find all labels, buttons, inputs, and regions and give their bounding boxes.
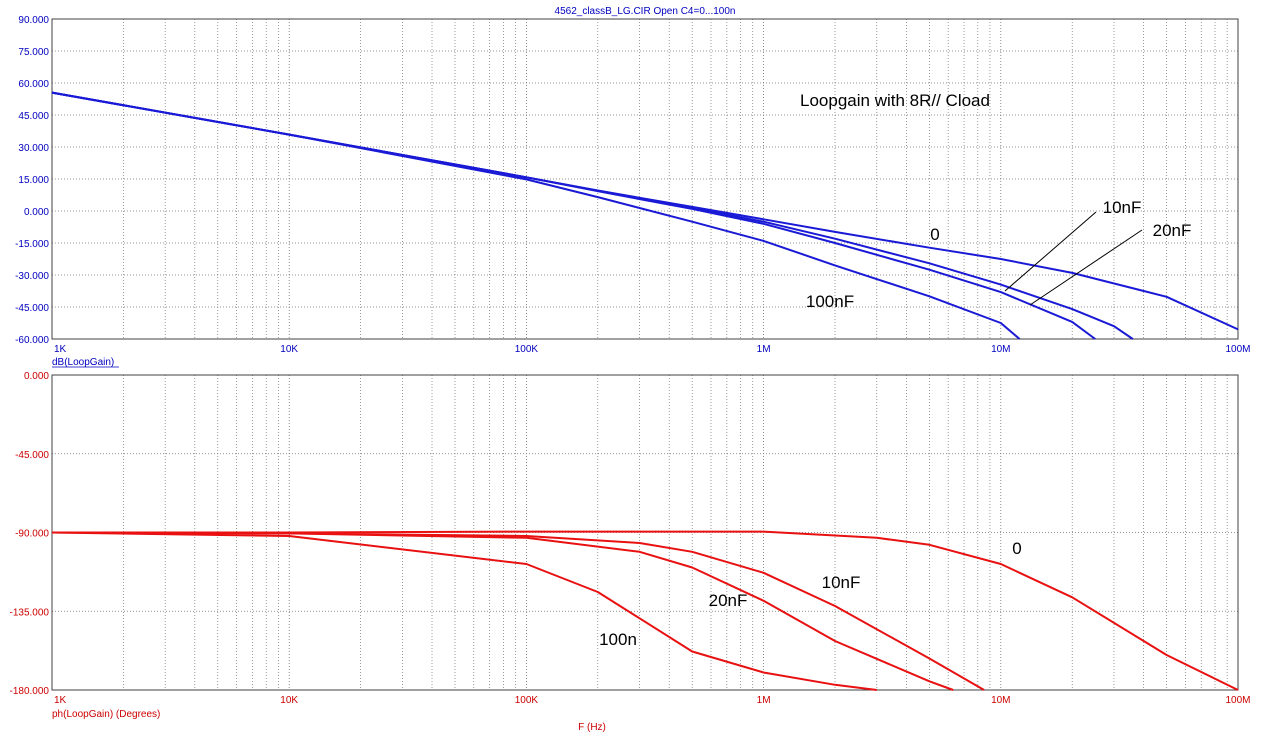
mag-y-tick-label: 15.000 xyxy=(18,175,49,186)
mag-plot-frame xyxy=(51,18,1239,340)
ph-series-20nf-line xyxy=(51,531,954,691)
ph-x-tick-label: 10K xyxy=(280,695,298,706)
mag-y-tick-label: 60.000 xyxy=(18,79,49,90)
mag-y-tick-label: 30.000 xyxy=(18,143,49,154)
mag-label-100nf: 100nF xyxy=(806,292,854,311)
ph-y-tick-label: -45.000 xyxy=(15,450,49,461)
mag-x-tick-label: 1K xyxy=(54,344,67,355)
ph-x-tick-label: 1M xyxy=(757,695,771,706)
mag-series-20nf-line xyxy=(51,91,1096,340)
mag-label-0: 0 xyxy=(930,225,939,244)
ph-x-tick-label: 10M xyxy=(991,695,1010,706)
ph-x-tick-label: 100M xyxy=(1225,695,1250,706)
mag-annotation: Loopgain with 8R// Cload xyxy=(800,91,990,110)
ph-label-100n: 100n xyxy=(599,630,637,649)
mag-label-20nf: 20nF xyxy=(1153,221,1192,240)
mag-x-tick-label: 100K xyxy=(515,344,539,355)
mag-series-10nf-line xyxy=(51,91,1134,340)
mag-y-tick-label: -60.000 xyxy=(15,335,49,346)
mag-x-tick-label: 1M xyxy=(757,344,771,355)
ph-y-tick-label: 0.000 xyxy=(24,371,49,382)
x-axis-label: F (Hz) xyxy=(578,722,606,733)
mag-x-tick-label: 100M xyxy=(1225,344,1250,355)
ph-x-tick-label: 100K xyxy=(515,695,539,706)
ph-label-10nf: 10nF xyxy=(822,573,861,592)
ph-label-20nf: 20nF xyxy=(709,591,748,610)
ph-y-axis-label: ph(LoopGain) (Degrees) xyxy=(52,709,160,720)
ph-series-10nf-line xyxy=(51,531,985,691)
ph-series-100n-line xyxy=(51,531,877,691)
mag-y-tick-label: 45.000 xyxy=(18,111,49,122)
mag-x-tick-label: 10K xyxy=(280,344,298,355)
mag-y-tick-label: -15.000 xyxy=(15,239,49,250)
mag-leader-20nf xyxy=(1029,229,1143,306)
mag-y-tick-label: 0.000 xyxy=(24,207,49,218)
ph-y-tick-label: -180.000 xyxy=(10,686,50,697)
mag-y-tick-label: 75.000 xyxy=(18,47,49,58)
ph-y-tick-label: -135.000 xyxy=(10,607,50,618)
mag-y-tick-label: 90.000 xyxy=(18,15,49,26)
window-title: 4562_classB_LG.CIR Open C4=0...100n xyxy=(555,6,736,17)
mag-series-100nf-line xyxy=(51,91,1021,340)
mag-label-10nf: 10nF xyxy=(1103,198,1142,217)
mag-y-axis-label: dB(LoopGain) xyxy=(52,357,114,368)
phase-panel: 0.000 -45.000 -90.000 -135.000 -180.000 1K 10K… xyxy=(10,371,1251,720)
mag-x-tick-label: 10M xyxy=(991,344,1010,355)
mag-leader-10nf xyxy=(1004,211,1097,292)
magnitude-panel: 90.000 75.000 60.000 45.000 30.000 15.000 0.00… xyxy=(15,15,1250,368)
mag-y-tick-label: -45.000 xyxy=(15,303,49,314)
mag-y-tick-label: -30.000 xyxy=(15,271,49,282)
ph-y-tick-label: -90.000 xyxy=(15,529,49,540)
ph-label-0: 0 xyxy=(1012,539,1021,558)
ph-series-0-line xyxy=(52,530,1239,691)
ph-x-tick-label: 1K xyxy=(54,695,67,706)
